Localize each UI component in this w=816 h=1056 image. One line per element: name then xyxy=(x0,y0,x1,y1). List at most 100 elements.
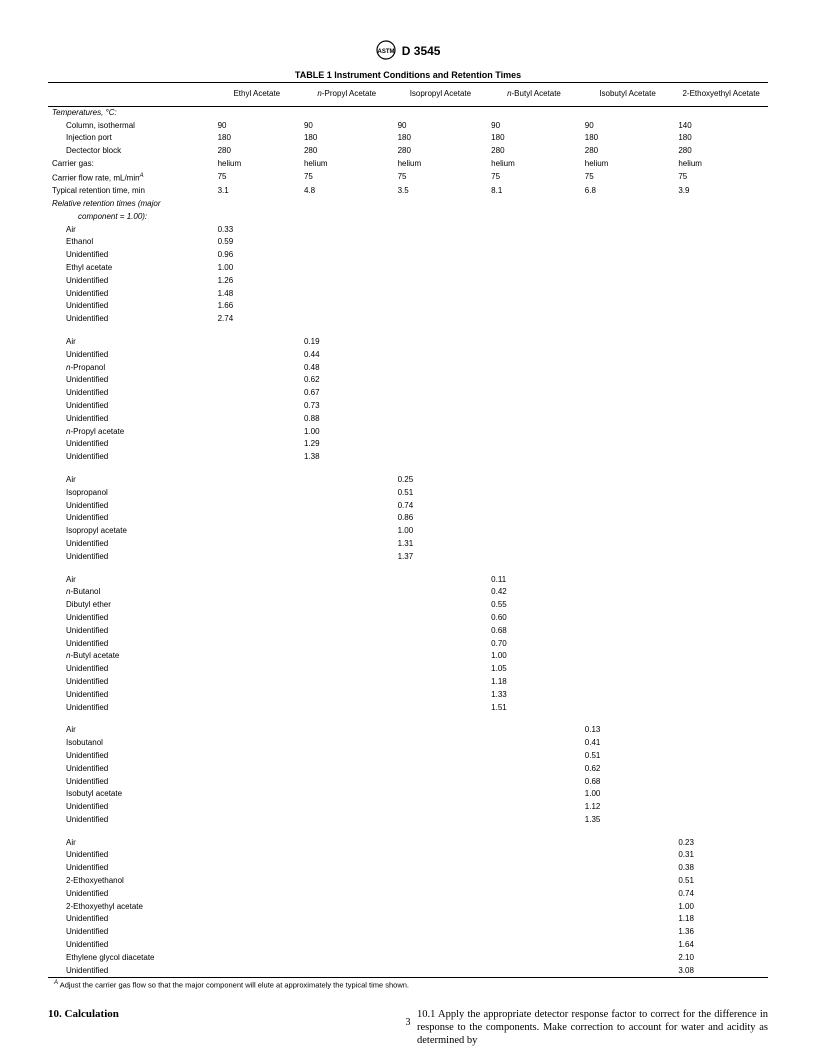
cell xyxy=(394,451,488,464)
cell: 180 xyxy=(214,132,300,145)
row-label: 2-Ethoxyethanol xyxy=(48,875,214,888)
row-label: Unidentified xyxy=(48,939,214,952)
table-row: Relative retention times (major xyxy=(48,198,768,211)
cell: 75 xyxy=(300,171,394,185)
cell xyxy=(581,512,675,525)
cell xyxy=(394,737,488,750)
cell xyxy=(394,249,488,262)
cell xyxy=(487,538,581,551)
cell: 1.26 xyxy=(214,275,300,288)
cell xyxy=(581,574,675,587)
cell xyxy=(674,487,768,500)
cell: 0.67 xyxy=(300,387,394,400)
cell: 0.86 xyxy=(394,512,488,525)
cell xyxy=(581,663,675,676)
cell: 8.1 xyxy=(487,185,581,198)
cell xyxy=(487,474,581,487)
cell xyxy=(394,362,488,375)
cell: 0.13 xyxy=(581,724,675,737)
cell: 0.19 xyxy=(300,336,394,349)
row-label: Isopropyl acetate xyxy=(48,525,214,538)
table-row: Unidentified1.05 xyxy=(48,663,768,676)
row-label: Column, isothermal xyxy=(48,120,214,133)
table-row: n-Butanol0.42 xyxy=(48,586,768,599)
cell xyxy=(581,901,675,914)
cell: 1.37 xyxy=(394,551,488,564)
cell: 1.64 xyxy=(674,939,768,952)
cell xyxy=(674,676,768,689)
table-row: Carrier gas:heliumheliumheliumheliumheli… xyxy=(48,158,768,171)
cell xyxy=(214,724,300,737)
cell xyxy=(394,413,488,426)
row-label: Unidentified xyxy=(48,413,214,426)
cell xyxy=(394,625,488,638)
cell: 180 xyxy=(674,132,768,145)
cell xyxy=(581,275,675,288)
cell xyxy=(581,387,675,400)
cell: 2.10 xyxy=(674,952,768,965)
cell: helium xyxy=(487,158,581,171)
cell: 90 xyxy=(300,120,394,133)
table-row: Temperatures, °C: xyxy=(48,106,768,119)
cell: 0.31 xyxy=(674,849,768,862)
cell xyxy=(394,236,488,249)
cell xyxy=(674,724,768,737)
cell: 1.66 xyxy=(214,300,300,313)
cell xyxy=(487,300,581,313)
cell: 280 xyxy=(214,145,300,158)
cell xyxy=(394,349,488,362)
table-row: Unidentified1.18 xyxy=(48,676,768,689)
cell: 0.62 xyxy=(581,763,675,776)
cell: 280 xyxy=(394,145,488,158)
cell: 0.60 xyxy=(487,612,581,625)
cell xyxy=(674,801,768,814)
cell xyxy=(581,500,675,513)
cell xyxy=(214,349,300,362)
cell xyxy=(214,574,300,587)
cell xyxy=(300,901,394,914)
page-header: ASTM D 3545 xyxy=(48,40,768,62)
cell xyxy=(300,224,394,237)
cell xyxy=(214,913,300,926)
cell xyxy=(487,487,581,500)
cell xyxy=(214,776,300,789)
cell xyxy=(581,249,675,262)
cell xyxy=(674,737,768,750)
cell xyxy=(581,400,675,413)
cell xyxy=(581,313,675,326)
cell: 1.00 xyxy=(300,426,394,439)
cell xyxy=(674,776,768,789)
row-label: Unidentified xyxy=(48,512,214,525)
cell xyxy=(487,211,581,224)
cell xyxy=(487,374,581,387)
cell xyxy=(300,926,394,939)
cell xyxy=(487,862,581,875)
cell xyxy=(581,551,675,564)
cell xyxy=(394,689,488,702)
cell xyxy=(487,724,581,737)
cell xyxy=(214,438,300,451)
row-label: n-Butyl acetate xyxy=(48,650,214,663)
row-label: Unidentified xyxy=(48,387,214,400)
row-label: Unidentified xyxy=(48,862,214,875)
cell: 0.68 xyxy=(581,776,675,789)
cell xyxy=(300,574,394,587)
cell xyxy=(674,288,768,301)
cell xyxy=(674,750,768,763)
cell xyxy=(487,926,581,939)
cell: helium xyxy=(300,158,394,171)
cell xyxy=(394,663,488,676)
cell xyxy=(300,625,394,638)
cell xyxy=(394,586,488,599)
table-row: Air0.13 xyxy=(48,724,768,737)
row-label: Unidentified xyxy=(48,300,214,313)
cell: 0.74 xyxy=(674,888,768,901)
row-label: Unidentified xyxy=(48,249,214,262)
cell xyxy=(674,224,768,237)
cell xyxy=(487,551,581,564)
row-label: Temperatures, °C: xyxy=(48,106,214,119)
cell xyxy=(487,500,581,513)
data-table: Ethyl Acetaten-Propyl AcetateIsopropyl A… xyxy=(48,82,768,978)
table-row: Unidentified0.73 xyxy=(48,400,768,413)
cell xyxy=(674,198,768,211)
